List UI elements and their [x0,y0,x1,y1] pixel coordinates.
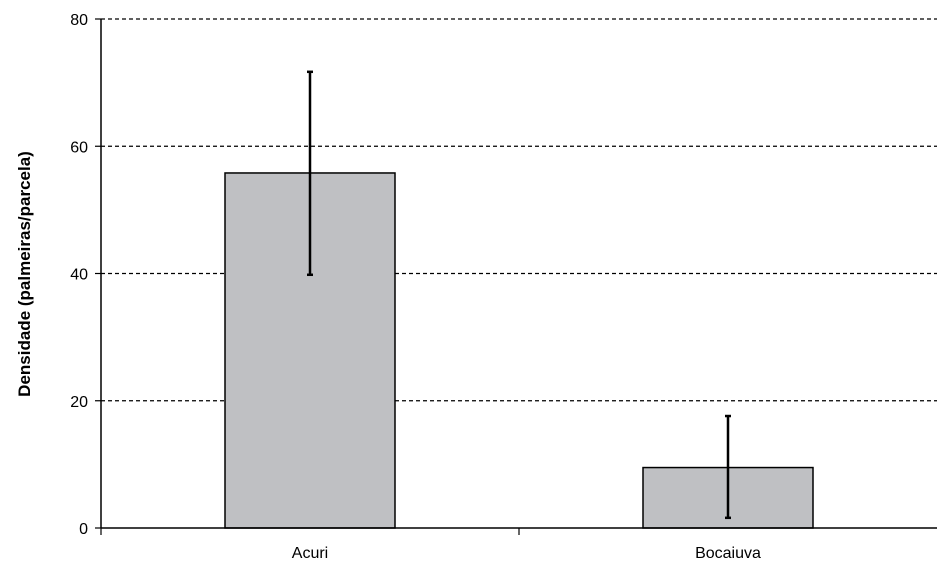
x-tick-label: Acuri [292,545,328,562]
y-tick-label: 40 [70,267,88,284]
x-tick-label: Bocaiuva [695,545,761,562]
x-tick-labels: Acuri Bocaiuva [292,545,761,562]
y-axis-title: Densidade (palmeiras/parcela) [15,151,34,397]
y-tick-label: 0 [79,521,88,538]
y-tick-label: 20 [70,394,88,411]
y-tick-label: 80 [70,12,88,29]
bars [224,172,814,529]
axes [95,18,937,535]
y-tick-label: 60 [70,139,88,156]
gridlines [101,18,937,402]
y-tick-labels: 0 20 40 60 80 [70,12,88,538]
error-bars [307,70,731,520]
